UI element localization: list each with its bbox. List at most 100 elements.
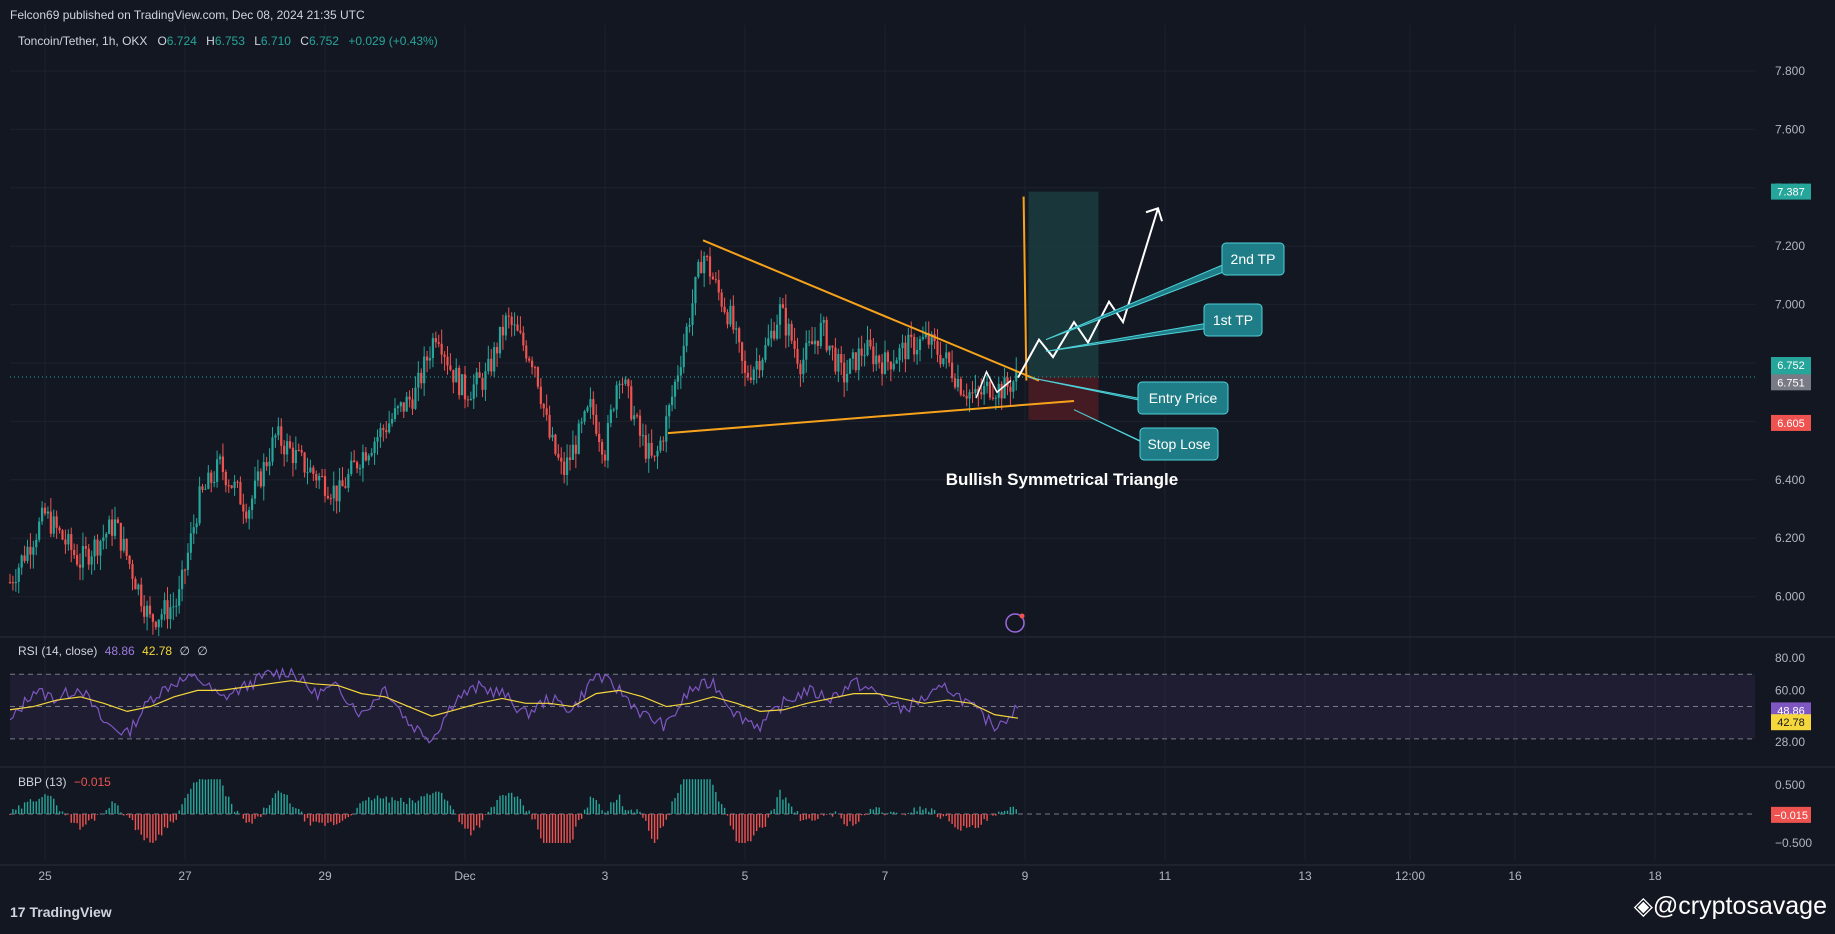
candle-body bbox=[904, 342, 907, 360]
candle-body bbox=[880, 362, 884, 374]
candle-body bbox=[784, 307, 787, 336]
candle-body bbox=[204, 488, 207, 490]
watermark-text: @cryptosavage bbox=[1652, 892, 1827, 920]
time-tick-label: 27 bbox=[178, 869, 192, 883]
candle-body bbox=[548, 414, 551, 438]
candle-body bbox=[665, 416, 668, 442]
last-price-tag: 6.752 bbox=[1777, 360, 1805, 372]
candle-body bbox=[1009, 386, 1012, 392]
candle-body bbox=[478, 372, 481, 378]
candle-body bbox=[857, 348, 860, 371]
tradingview-logo[interactable]: 17 TradingView bbox=[10, 904, 112, 920]
candle-body bbox=[490, 358, 493, 372]
candle-body bbox=[837, 353, 840, 372]
candle-body bbox=[140, 584, 143, 607]
rsi-ma-line bbox=[9, 680, 1019, 719]
candle-body bbox=[262, 462, 265, 487]
candle-body bbox=[892, 363, 895, 370]
candle-body bbox=[195, 523, 198, 528]
rsi-ma-value: 42.78 bbox=[142, 644, 173, 658]
candle-body bbox=[843, 362, 846, 383]
candle-body bbox=[679, 367, 682, 376]
candle-body bbox=[504, 315, 507, 336]
candle-body bbox=[78, 564, 82, 568]
candle-body bbox=[670, 396, 674, 406]
candle-body bbox=[574, 444, 577, 454]
symbol-name[interactable]: Toncoin/Tether, 1h, OKX bbox=[18, 34, 148, 48]
candle-body bbox=[370, 452, 373, 456]
candle-body bbox=[189, 533, 192, 553]
time-tick-label: 3 bbox=[602, 869, 609, 883]
candle-body bbox=[551, 434, 554, 438]
candle-body bbox=[160, 614, 163, 620]
candle-body bbox=[452, 369, 455, 383]
candle-body bbox=[460, 374, 464, 396]
candle-body bbox=[603, 454, 607, 461]
bbp-tick-label: 0.500 bbox=[1775, 778, 1805, 792]
candle-body bbox=[283, 445, 286, 455]
candle-body bbox=[936, 341, 939, 355]
candle-body bbox=[239, 482, 242, 505]
candle-body bbox=[536, 367, 540, 387]
candle-body bbox=[700, 261, 703, 274]
candle-body bbox=[1012, 381, 1015, 392]
candle-body bbox=[729, 305, 732, 325]
candle-body bbox=[656, 450, 659, 457]
candle-body bbox=[901, 342, 904, 349]
bbp-value-tag-bg bbox=[1771, 806, 1811, 823]
candle-body bbox=[373, 441, 376, 453]
candle-body bbox=[819, 322, 822, 346]
projection-arrowhead bbox=[1145, 206, 1163, 222]
candle-body bbox=[764, 345, 767, 360]
high-value: 6.753 bbox=[214, 34, 245, 48]
candle-body bbox=[420, 372, 423, 384]
candle-body bbox=[600, 441, 604, 455]
candle-body bbox=[52, 516, 55, 534]
candle-body bbox=[883, 352, 887, 374]
candle-body bbox=[711, 276, 715, 280]
candle-body bbox=[732, 305, 735, 330]
candle-body bbox=[437, 342, 440, 344]
candle-body bbox=[630, 386, 633, 420]
candle-body bbox=[428, 358, 432, 361]
candle-body bbox=[533, 367, 537, 369]
candle-body bbox=[355, 462, 359, 469]
candle-body bbox=[595, 414, 598, 434]
candle-body bbox=[525, 345, 528, 359]
flash-icon-dot bbox=[1019, 613, 1025, 619]
candle-body bbox=[172, 606, 175, 608]
candle-body bbox=[248, 510, 251, 519]
candle-body bbox=[344, 486, 347, 488]
candle-body bbox=[948, 352, 951, 363]
candle-body bbox=[802, 359, 805, 375]
candle-body bbox=[565, 457, 569, 475]
candle-body bbox=[335, 485, 338, 502]
candle-body bbox=[939, 354, 942, 365]
candle-body bbox=[743, 360, 747, 373]
candle-body bbox=[143, 606, 146, 617]
stop-callout-box bbox=[1139, 427, 1219, 461]
candle-body bbox=[988, 381, 992, 398]
rsi-ma-tag-bg bbox=[1771, 714, 1811, 731]
candle-body bbox=[583, 411, 586, 422]
candle-body bbox=[484, 371, 487, 390]
candle-body bbox=[825, 319, 828, 351]
rsi-legend[interactable]: RSI (14, close) 48.86 42.78 ∅ ∅ bbox=[18, 644, 208, 658]
bbp-legend[interactable]: BBP (13) −0.015 bbox=[18, 775, 111, 789]
candle-body bbox=[166, 600, 169, 619]
candle-body bbox=[110, 519, 114, 536]
bbp-value: −0.015 bbox=[73, 775, 111, 789]
candle-body bbox=[758, 361, 761, 371]
candle-body bbox=[431, 338, 435, 359]
candle-body bbox=[137, 584, 140, 590]
rsi-empty-1: ∅ bbox=[179, 644, 190, 658]
mini-projection-path bbox=[975, 369, 1012, 399]
candle-body bbox=[650, 442, 653, 456]
candle-body bbox=[32, 547, 35, 555]
candle-body bbox=[396, 406, 400, 409]
tradingview-logo-text: TradingView bbox=[29, 904, 112, 920]
candle-body bbox=[163, 600, 166, 615]
stop-callout-label: Stop Lose bbox=[1147, 436, 1210, 452]
